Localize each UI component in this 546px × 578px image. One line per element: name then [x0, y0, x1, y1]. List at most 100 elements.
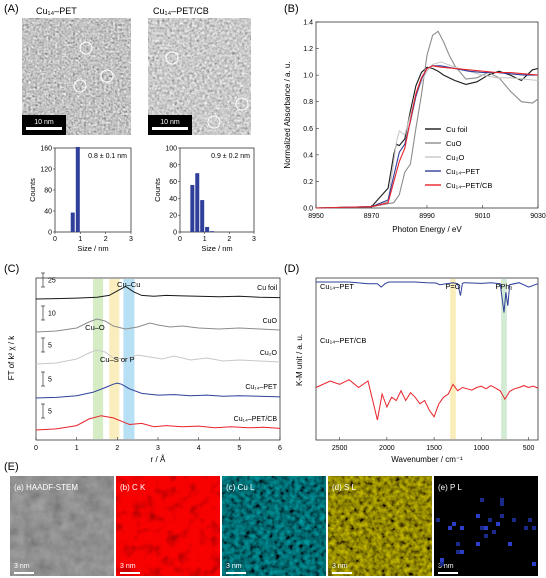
histogram-xlabel: Size / nm: [201, 244, 232, 253]
p-signal-pixel: [480, 498, 484, 502]
x-tick-label: 1500: [426, 445, 442, 452]
ir-series-line: [316, 281, 539, 313]
exafs-series-line: [35, 318, 281, 333]
x-tick-label: 9030: [530, 213, 546, 220]
legend-label: Cu₂O: [446, 153, 464, 162]
p-signal-pixel: [528, 518, 532, 522]
p-signal-pixel: [508, 542, 512, 546]
y-tick-label: 80: [44, 188, 52, 195]
xanes-chart: Photon Energy / eV Normalized Absorbance…: [283, 20, 546, 235]
scale-bar-label: 5: [48, 343, 52, 350]
y-tick-label: 0.2: [303, 179, 313, 186]
p-signal-pixel: [488, 518, 492, 522]
p-signal-pixel: [440, 558, 444, 562]
map-phosphorus: (e) P L 3 nm: [434, 476, 538, 576]
histogram-bar: [190, 184, 195, 232]
exafs-band: [92, 279, 104, 439]
exafs-series-line: [35, 285, 281, 300]
exafs-series-label: Cu₁₄–PET: [245, 384, 277, 391]
x-tick-label: 6: [278, 445, 282, 452]
histogram-bar: [210, 231, 215, 232]
histogram-ylabel: Counts: [28, 178, 37, 202]
histogram-bar: [200, 200, 205, 232]
xanes-series-line: [315, 61, 539, 209]
p-signal-pixel: [480, 526, 484, 530]
map-sulfur: (d) S L 3 nm: [328, 476, 432, 576]
xanes-series-line: [315, 30, 539, 209]
tem-image-right: 10 nm: [148, 18, 251, 135]
y-tick-label: 0: [173, 230, 177, 237]
exafs-series-line: [35, 382, 281, 399]
p-signal-pixel: [436, 518, 440, 522]
x-tick-label: 9010: [475, 213, 491, 220]
y-tick-label: 0.8: [303, 99, 313, 106]
map-sulfur-scalebar: 3 nm: [332, 563, 348, 570]
x-tick-label: 8990: [419, 213, 435, 220]
p-signal-pixel: [484, 534, 488, 538]
p-signal-pixel: [460, 550, 464, 554]
p-signal-pixel: [476, 514, 480, 518]
map-copper: (c) Cu L 3 nm: [222, 476, 326, 576]
p-signal-pixel: [500, 502, 504, 506]
exafs-series-label: CuO: [263, 318, 278, 325]
ir-series-line: [315, 379, 539, 421]
ir-series-label-1: Cu₁₄–PET: [320, 282, 354, 291]
ir-chart: Wavenumber / cm⁻¹ K-M unit / a. u. 2500 2…: [295, 277, 539, 464]
exafs-series-label: Cu₂O: [260, 350, 278, 357]
x-tick-label: 2: [115, 445, 119, 452]
p-signal-pixel: [512, 518, 516, 522]
p-signal-pixel: [484, 526, 488, 530]
band-label-pph3: PPh₃: [495, 282, 512, 291]
y-tick-label: 40: [44, 209, 52, 216]
exafs-chart: r / Å FT of k² χ / k 0 1 2 3 4 5 6 Cu foil 25 CuO…: [7, 272, 282, 464]
p-signal-pixel: [500, 514, 504, 518]
ir-series-label-2: Cu₁₄–PET/CB: [320, 336, 366, 345]
map-haadf-label: (a) HAADF-STEM: [14, 483, 78, 492]
band-label-po: P=O: [445, 282, 460, 291]
band-label-cuo: Cu–O: [85, 323, 105, 332]
histogram-ylabel: Counts: [153, 178, 162, 202]
x-tick-label: 2500: [332, 445, 348, 452]
legend-label: CuO: [446, 139, 462, 148]
y-tick-label: 1.2: [303, 46, 313, 53]
x-tick-label: 2: [104, 236, 108, 243]
exafs-ylabel: FT of k² χ / k: [7, 335, 16, 381]
ir-band: [501, 279, 507, 439]
legend-label: Cu₁₄–PET: [446, 167, 480, 176]
y-tick-label: 0.6: [303, 126, 313, 133]
p-signal-pixel: [496, 522, 500, 526]
histogram-bar: [75, 146, 80, 232]
x-tick-label: 1: [203, 236, 207, 243]
xanes-series-line: [315, 65, 538, 209]
x-tick-label: 2: [227, 236, 231, 243]
x-tick-label: 3: [252, 236, 256, 243]
exafs-xlabel: r / Å: [151, 455, 166, 464]
x-tick-label: 0: [34, 445, 38, 452]
legend-label: Cu foil: [446, 125, 468, 134]
x-tick-label: 4: [197, 445, 201, 452]
tem-right-title: Cu₁₄–PET/CB: [153, 6, 209, 16]
exafs-series-line: [35, 415, 281, 431]
ir-band: [450, 279, 456, 439]
p-signal-pixel: [532, 562, 536, 566]
histogram-left: 0 1 2 3 0 40 80 120 160 0.8 ± 0.1 nm Size / nm Coun…: [28, 146, 133, 254]
exafs-series-label: Cu₁₄–PET/CB: [234, 416, 278, 423]
map-carbon: (b) C K 3 nm: [116, 476, 220, 576]
y-tick-label: 40: [169, 196, 177, 203]
histogram-bar: [70, 212, 75, 232]
p-signal-pixel: [492, 530, 496, 534]
x-tick-label: 1000: [474, 445, 490, 452]
x-tick-label: 8950: [308, 213, 324, 220]
xanes-ylabel: Normalized Absorbance / a. u.: [283, 61, 292, 168]
y-tick-label: 20: [169, 213, 177, 220]
p-signal-pixel: [448, 526, 452, 530]
scale-bar-label: 5: [48, 409, 52, 416]
map-sulfur-label: (d) S L: [332, 483, 357, 492]
histogram-xlabel: Size / nm: [77, 244, 108, 253]
map-phosphorus-scalebar: 3 nm: [438, 563, 454, 570]
p-signal-pixel: [532, 526, 536, 530]
tem-right-scalebar: 10 nm: [160, 119, 180, 126]
scale-bar-label: 25: [48, 278, 56, 285]
tem-left-title: Cu₁₄–PET: [36, 6, 77, 16]
xanes-series-line: [315, 66, 539, 209]
